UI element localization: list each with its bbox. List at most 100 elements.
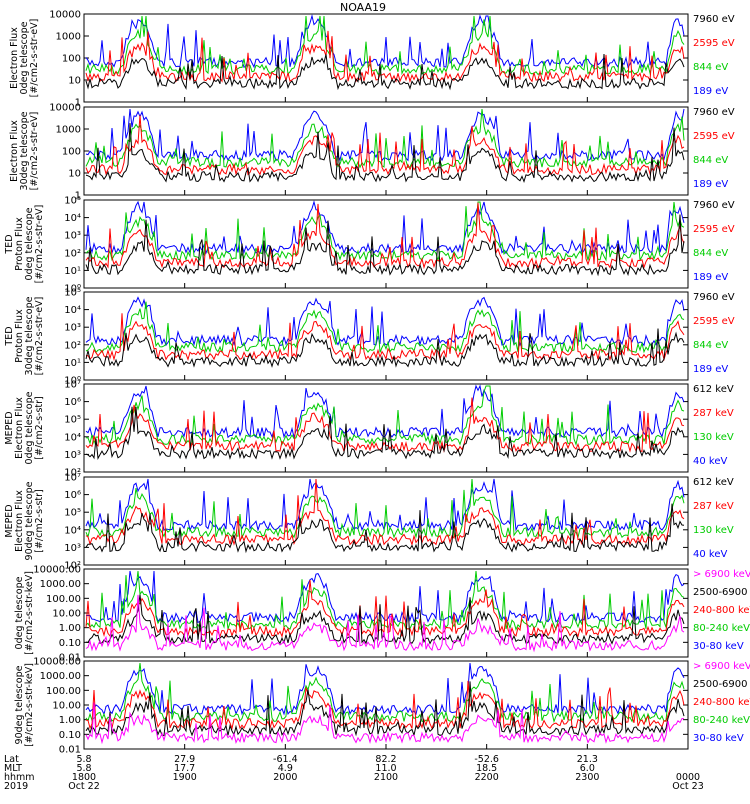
y-axis-label: [#/cm2-s-str-eV] <box>34 205 45 284</box>
x-tick-label: 2200 <box>475 772 499 783</box>
y-axis-label: TED <box>4 234 15 254</box>
x-tick-label: 2100 <box>374 772 398 783</box>
x-tick-label: -61.4 <box>273 754 298 765</box>
series-line <box>85 397 685 454</box>
series-line <box>85 503 685 554</box>
y-axis-label: 30deg telescope <box>19 111 30 190</box>
y-tick-label: 1000 <box>56 125 81 136</box>
x-row-label: 2019 <box>4 781 28 792</box>
panel-frame <box>83 106 689 196</box>
y-tick-label: 10³ <box>64 231 81 242</box>
y-tick-label: 10 <box>68 169 81 180</box>
y-tick-label: 10³ <box>64 543 81 554</box>
series-line <box>85 202 685 270</box>
y-axis-label: Proton Flux <box>14 217 25 271</box>
series-line <box>85 108 685 170</box>
y-tick-label: 100 <box>62 147 81 158</box>
y-axis-label: [#/cm2-s-str-eV] <box>29 19 40 98</box>
x-row-label: Lat <box>4 754 19 765</box>
series-line <box>85 406 685 460</box>
legend-entry: 240-800 keV <box>693 605 750 616</box>
y-tick-label: 10.00 <box>52 701 81 712</box>
legend-entry: 130 keV <box>693 525 734 536</box>
y-tick-label: 10⁴ <box>64 213 81 224</box>
y-tick-label: 100.00 <box>46 594 81 605</box>
panel-2: 1 10 100 1000 10000 Electron Flux 30deg telesc… <box>9 103 735 202</box>
legend-entry: 80-240 keV <box>693 715 750 726</box>
series-line <box>85 478 685 540</box>
series-line <box>85 115 685 177</box>
y-tick-label: 10⁷ <box>64 380 81 391</box>
panel-frame <box>83 13 689 103</box>
y-tick-label: 10⁰ <box>64 376 81 387</box>
series-line <box>85 681 685 738</box>
legend-entry: 2595 eV <box>693 38 735 49</box>
x-tick-label: 6.0 <box>580 763 595 774</box>
panel-traces <box>85 384 685 460</box>
y-tick-label: 1.00 <box>59 715 81 726</box>
legend-entry: 40 keV <box>693 456 727 467</box>
y-axis-label: [#/cm2-s-str-keV] <box>24 571 35 655</box>
x-tick-label: 4.9 <box>278 763 293 774</box>
y-axis-label: Proton Flux <box>14 309 25 363</box>
y-tick-label: 0.01 <box>59 745 81 756</box>
legend-entry: > 6900 keV <box>693 661 750 672</box>
series-line <box>85 123 685 184</box>
panel-frame <box>83 383 689 473</box>
series-line <box>85 301 685 354</box>
legend-entry: 287 keV <box>693 501 734 512</box>
x-tick-label: 18.5 <box>476 763 497 774</box>
panel-traces <box>85 478 685 554</box>
x-tick-label: 1900 <box>173 772 197 783</box>
series-line <box>85 579 685 639</box>
y-tick-label: 1 <box>75 191 81 202</box>
panel-traces <box>85 200 685 277</box>
y-axis-label: MEPED <box>4 411 15 444</box>
legend-entry: 612 keV <box>693 477 734 488</box>
y-tick-label: 10000.00 <box>33 565 81 576</box>
y-axis-label: MEPED <box>4 504 15 537</box>
y-axis-label: 0deg telescope <box>24 207 35 280</box>
y-tick-label: 100.00 <box>46 686 81 697</box>
legend-entry: 189 eV <box>693 364 728 375</box>
legend-entry: 7960 eV <box>693 200 735 211</box>
y-axis-label: Electron Flux <box>9 120 20 182</box>
x-tick-label: 5.8 <box>76 754 91 765</box>
legend-entry: 40 keV <box>693 549 727 560</box>
legend-entry: 30-80 keV <box>693 733 744 744</box>
y-axis-label: [#/cm2-s-str] <box>34 396 45 459</box>
panel-6: 10² 10³ 10⁴ 10⁵ 10⁶ 10⁷ MEPED Electron Flux 90de… <box>4 473 734 572</box>
x-row-label: MLT <box>4 763 22 774</box>
x-tick-label: 5.8 <box>76 763 91 774</box>
y-tick-label: 10⁰ <box>64 284 81 295</box>
y-tick-label: 10⁷ <box>64 473 81 484</box>
y-axis-label: 0deg telescope <box>24 391 35 464</box>
y-tick-label: 10³ <box>64 323 81 334</box>
y-tick-label: 1000.00 <box>40 579 81 590</box>
y-tick-label: 10 <box>68 76 81 87</box>
y-axis-label: Electron Flux <box>14 397 25 459</box>
series-line <box>85 53 685 91</box>
y-tick-label: 10¹ <box>64 266 81 277</box>
x-tick-label: 21.3 <box>577 754 598 765</box>
y-tick-label: 10¹ <box>64 358 81 369</box>
series-line <box>85 680 685 731</box>
legend-entry: 189 eV <box>693 272 728 283</box>
legend-entry: 2595 eV <box>693 224 735 235</box>
y-tick-label: 10⁵ <box>64 196 81 207</box>
y-axis-label: TED <box>4 326 15 346</box>
legend-entry: 844 eV <box>693 340 728 351</box>
legend-entry: 7960 eV <box>693 107 735 118</box>
y-axis-label: [#/cm2-s-str-eV] <box>34 297 45 376</box>
panel-traces <box>85 570 685 653</box>
y-tick-label: 10⁴ <box>64 525 81 536</box>
y-axis-label: 90deg telescope <box>24 481 35 560</box>
x-tick-label: 82.2 <box>375 754 396 765</box>
legend-entry: 80-240 keV <box>693 623 750 634</box>
series-line <box>85 478 685 532</box>
legend-entry: 844 eV <box>693 155 728 166</box>
